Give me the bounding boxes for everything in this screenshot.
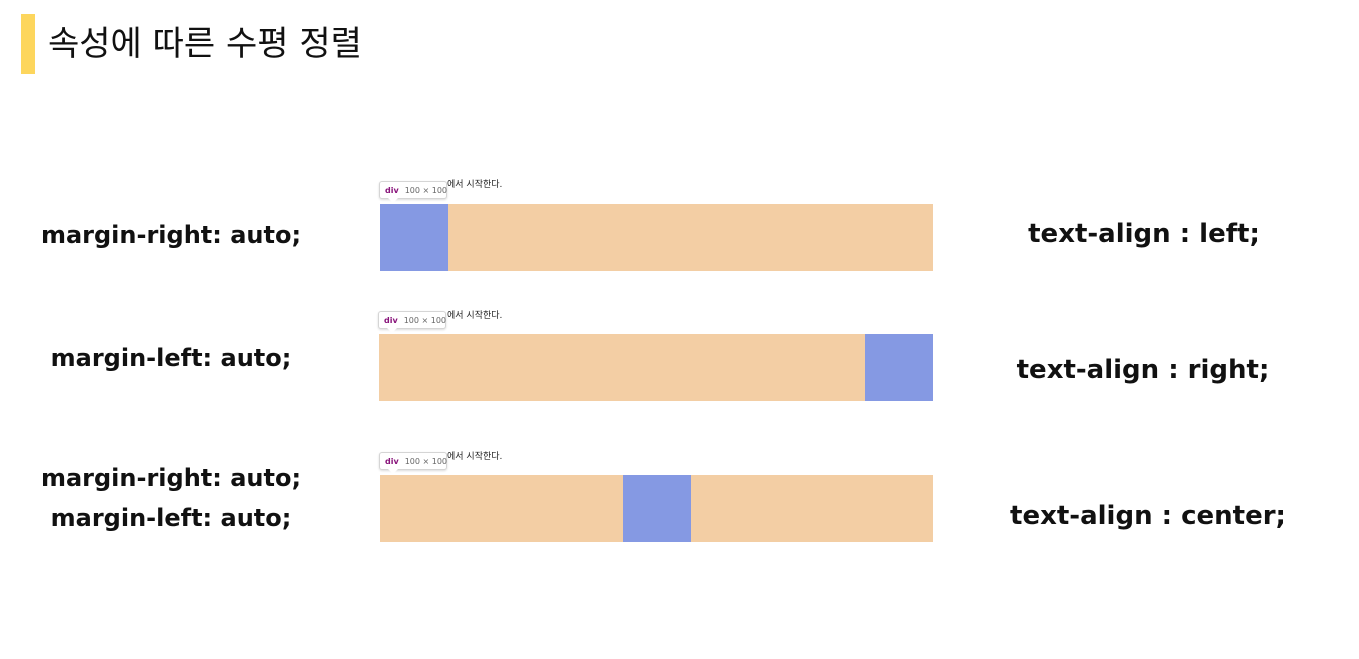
title-accent-bar: [21, 14, 35, 74]
row3-left-label-1: margin-right: auto;: [40, 464, 302, 492]
row3-left-label-2: margin-left: auto;: [50, 504, 292, 532]
row3-right-label: text-align : center;: [1010, 501, 1286, 531]
row1-left-label: margin-right: auto;: [40, 221, 302, 249]
row2-caption: 에서 시작한다.: [447, 311, 503, 321]
row3-caption: 에서 시작한다.: [447, 452, 503, 462]
page-title: 속성에 따른 수평 정렬: [48, 24, 362, 64]
row1-box: [380, 204, 448, 271]
tooltip-dimensions: 100 × 100: [404, 457, 448, 466]
row3-devtools-tooltip: div 100 × 100: [379, 452, 448, 474]
row1-devtools-tooltip: div 100 × 100: [379, 181, 448, 203]
row2-left-label: margin-left: auto;: [50, 344, 292, 372]
tooltip-tag: div: [384, 316, 398, 325]
row1-right-label: text-align : left;: [1028, 219, 1260, 249]
row1-caption: 에서 시작한다.: [447, 180, 503, 190]
tooltip-dimensions: 100 × 100: [404, 186, 448, 195]
row2-right-label: text-align : right;: [1016, 355, 1270, 385]
row3-container: [380, 475, 933, 542]
row1-container: [380, 204, 933, 271]
tooltip-tag: div: [385, 186, 399, 195]
row3-box: [623, 475, 691, 542]
row2-container: [379, 334, 933, 401]
row2-box: [865, 334, 933, 401]
row2-devtools-tooltip: div 100 × 100: [378, 311, 447, 333]
tooltip-dimensions: 100 × 100: [403, 316, 447, 325]
tooltip-tag: div: [385, 457, 399, 466]
